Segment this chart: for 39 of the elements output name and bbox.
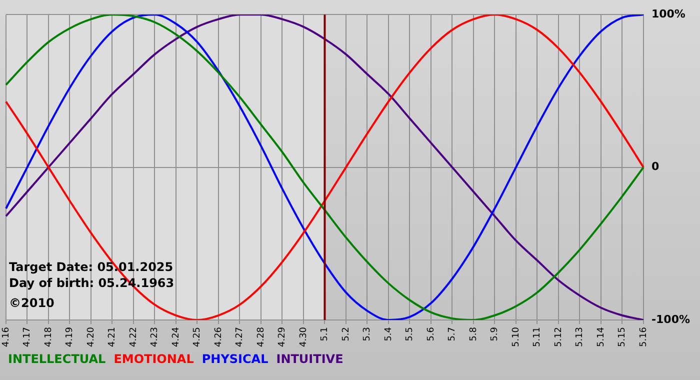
x-tick-label: 5.13 (575, 326, 586, 348)
x-tick-label: 5.5 (405, 326, 416, 342)
annotation: ©2010 (9, 296, 54, 310)
x-tick-label: 4.20 (86, 326, 96, 348)
x-tick-label: 5.10 (511, 326, 522, 348)
text: PHYSICAL (202, 352, 268, 366)
x-tick-label: 4.28 (256, 326, 266, 348)
text: INTUITIVE (276, 352, 344, 366)
x-tick-label: 4.16 (1, 326, 12, 348)
x-tick-label: 5.15 (618, 326, 628, 348)
text: EMOTIONAL (114, 352, 194, 366)
x-tick-label: 5.2 (341, 326, 352, 342)
x-tick-label: 4.19 (65, 326, 76, 348)
x-tick-label: 4.26 (214, 326, 224, 348)
x-tick-label: 4.22 (128, 326, 139, 348)
y-tick-label: -100% (651, 312, 690, 326)
y-tick-label: 100% (651, 7, 686, 20)
x-tick-label: 4.23 (150, 326, 160, 348)
x-tick-label: 5.11 (532, 326, 543, 348)
x-tick-label: 5.14 (596, 326, 606, 348)
x-tick-label: 5.16 (638, 326, 649, 348)
x-tick-label: 5.3 (362, 326, 373, 342)
x-tick-label: 4.18 (44, 326, 54, 348)
y-tick-label: 0 (651, 160, 660, 174)
x-tick-label: 5.9 (490, 326, 500, 342)
x-tick-label: 4.21 (108, 326, 118, 348)
x-tick-label: 4.30 (298, 326, 309, 348)
x-tick-label: 5.4 (384, 326, 394, 342)
text: INTELLECTUAL (8, 352, 106, 366)
x-tick-label: 4.17 (22, 326, 33, 348)
x-tick-label: 5.12 (554, 326, 564, 348)
x-tick-label: 5.8 (468, 326, 479, 342)
x-tick-label: 5.6 (426, 326, 436, 342)
x-tick-label: 4.29 (278, 326, 288, 348)
x-tick-label: 4.27 (235, 326, 246, 348)
x-tick-label: 5.7 (448, 326, 458, 342)
x-tick-label: 4.24 (171, 326, 182, 348)
x-tick-label: 4.25 (192, 326, 203, 348)
x-tick-label: 5.1 (320, 326, 330, 342)
